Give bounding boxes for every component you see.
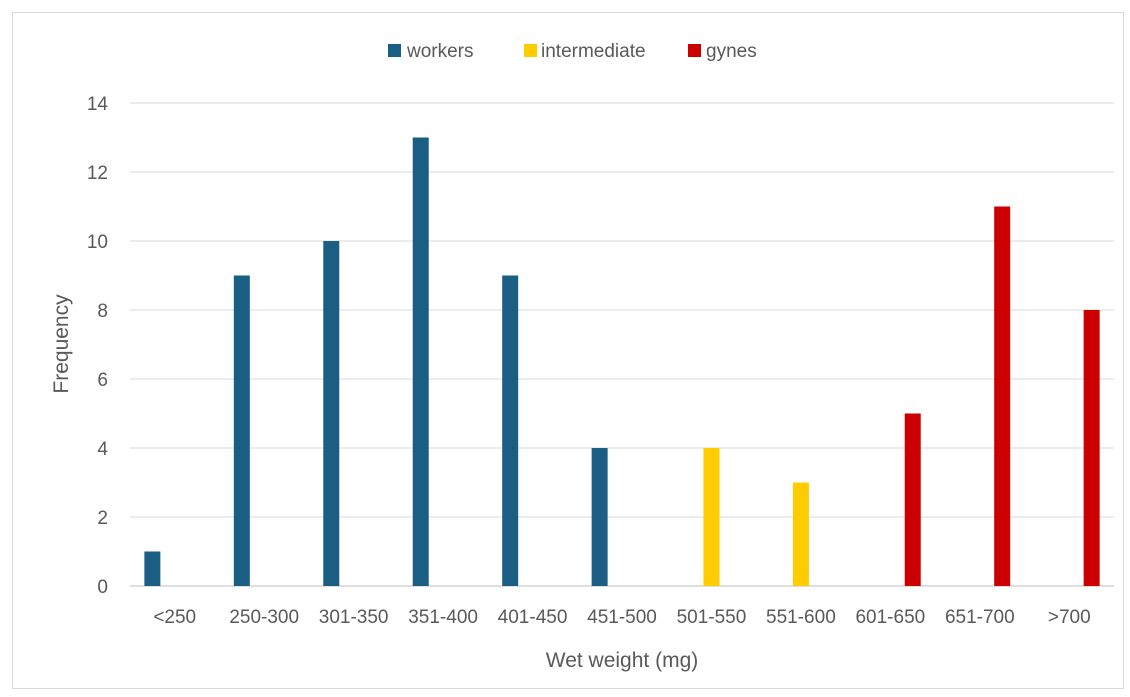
bar-workers <box>233 275 250 586</box>
y-tick-label: 0 <box>97 577 108 598</box>
x-tick-label: 351-400 <box>408 607 478 628</box>
x-tick-label: 451-500 <box>587 607 657 628</box>
legend-swatch-intermediate <box>524 44 537 57</box>
chart-frame <box>12 12 1124 689</box>
y-tick-label: 8 <box>97 301 108 322</box>
bar-gynes <box>904 413 921 586</box>
x-tick-label: 250-300 <box>229 607 299 628</box>
bar-workers <box>144 551 161 586</box>
bar-workers <box>591 448 608 586</box>
bar-workers <box>412 137 429 586</box>
x-tick-label: 301-350 <box>319 607 389 628</box>
x-tick-label: 651-700 <box>945 607 1015 628</box>
x-axis-title: Wet weight (mg) <box>546 649 699 672</box>
bar-workers <box>323 241 340 586</box>
x-axis-ticks: <250 250-300 301-350 351-400 401-450 451-500 5… <box>153 607 1090 628</box>
y-tick-label: 6 <box>97 370 108 391</box>
bar-intermediate <box>792 482 809 586</box>
legend: workers intermediate gynes <box>388 41 757 62</box>
y-tick-label: 2 <box>97 508 108 529</box>
y-tick-label: 10 <box>87 232 108 253</box>
bar-gynes <box>994 206 1011 586</box>
legend-label-gynes: gynes <box>706 41 757 62</box>
legend-label-workers: workers <box>406 41 474 62</box>
y-axis-ticks: 0 2 4 6 8 10 12 14 <box>87 94 109 598</box>
y-tick-label: 12 <box>87 163 108 184</box>
legend-swatch-workers <box>388 44 401 57</box>
bars <box>144 137 1100 586</box>
x-tick-label: 551-600 <box>766 607 836 628</box>
x-tick-label: 601-650 <box>855 607 925 628</box>
legend-label-intermediate: intermediate <box>541 41 646 62</box>
gridlines <box>130 102 1114 587</box>
y-tick-label: 4 <box>97 439 108 460</box>
y-axis-title: Frequency <box>50 294 73 394</box>
x-tick-label: >700 <box>1048 607 1091 628</box>
bar-intermediate <box>703 448 720 586</box>
legend-swatch-gynes <box>688 44 701 57</box>
x-tick-label: 501-550 <box>677 607 747 628</box>
x-tick-label: 401-450 <box>498 607 568 628</box>
x-tick-label: <250 <box>153 607 196 628</box>
bar-gynes <box>1083 310 1100 586</box>
bar-workers <box>502 275 519 586</box>
y-tick-label: 14 <box>87 94 109 115</box>
